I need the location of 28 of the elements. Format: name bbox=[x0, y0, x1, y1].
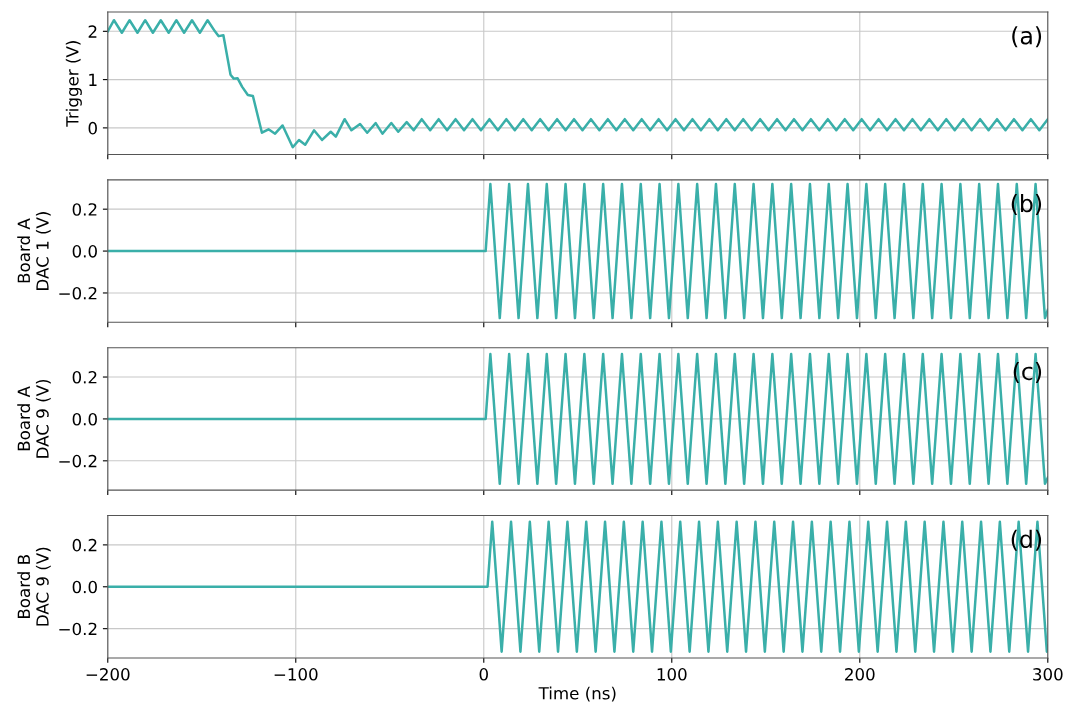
y-tick-label: 0.0 bbox=[72, 245, 97, 258]
x-tick-label: −100 bbox=[274, 668, 318, 681]
line-series bbox=[107, 352, 1048, 486]
y-axis-title: Board B DAC 9 (V) bbox=[17, 547, 51, 626]
y-tick-label: 0.0 bbox=[72, 412, 97, 426]
y-tick-label: 2 bbox=[88, 25, 97, 38]
annotation: (a) bbox=[1012, 26, 1042, 48]
x-axis-title: Time (ns) bbox=[538, 686, 616, 702]
y-tick-label: −0.2 bbox=[59, 286, 97, 300]
y-axis-title: Board A DAC 9 (V) bbox=[17, 379, 51, 458]
y-tick-label: −0.2 bbox=[59, 454, 97, 468]
y-tick-label: 0 bbox=[88, 121, 97, 135]
line-series bbox=[107, 182, 1048, 320]
y-tick-label: 0.2 bbox=[72, 370, 97, 384]
y-tick-label: 0.2 bbox=[72, 538, 97, 552]
x-tick-label: 300 bbox=[1033, 668, 1063, 681]
x-tick-label: 0 bbox=[479, 668, 488, 681]
y-tick-label: 0.2 bbox=[72, 203, 97, 216]
y-tick-label: 1 bbox=[89, 73, 97, 86]
y-tick-label: −0.2 bbox=[59, 622, 97, 636]
y-axis-title: Board A DAC 1 (V) bbox=[17, 212, 51, 290]
x-tick-label: 100 bbox=[657, 668, 687, 681]
line-series bbox=[107, 520, 1048, 653]
x-tick-label: 200 bbox=[845, 668, 875, 681]
x-tick-label: −200 bbox=[86, 668, 130, 681]
y-tick-label: 0.0 bbox=[72, 580, 97, 594]
line-series bbox=[107, 18, 1048, 149]
y-axis-title: Trigger (V) bbox=[65, 41, 82, 127]
